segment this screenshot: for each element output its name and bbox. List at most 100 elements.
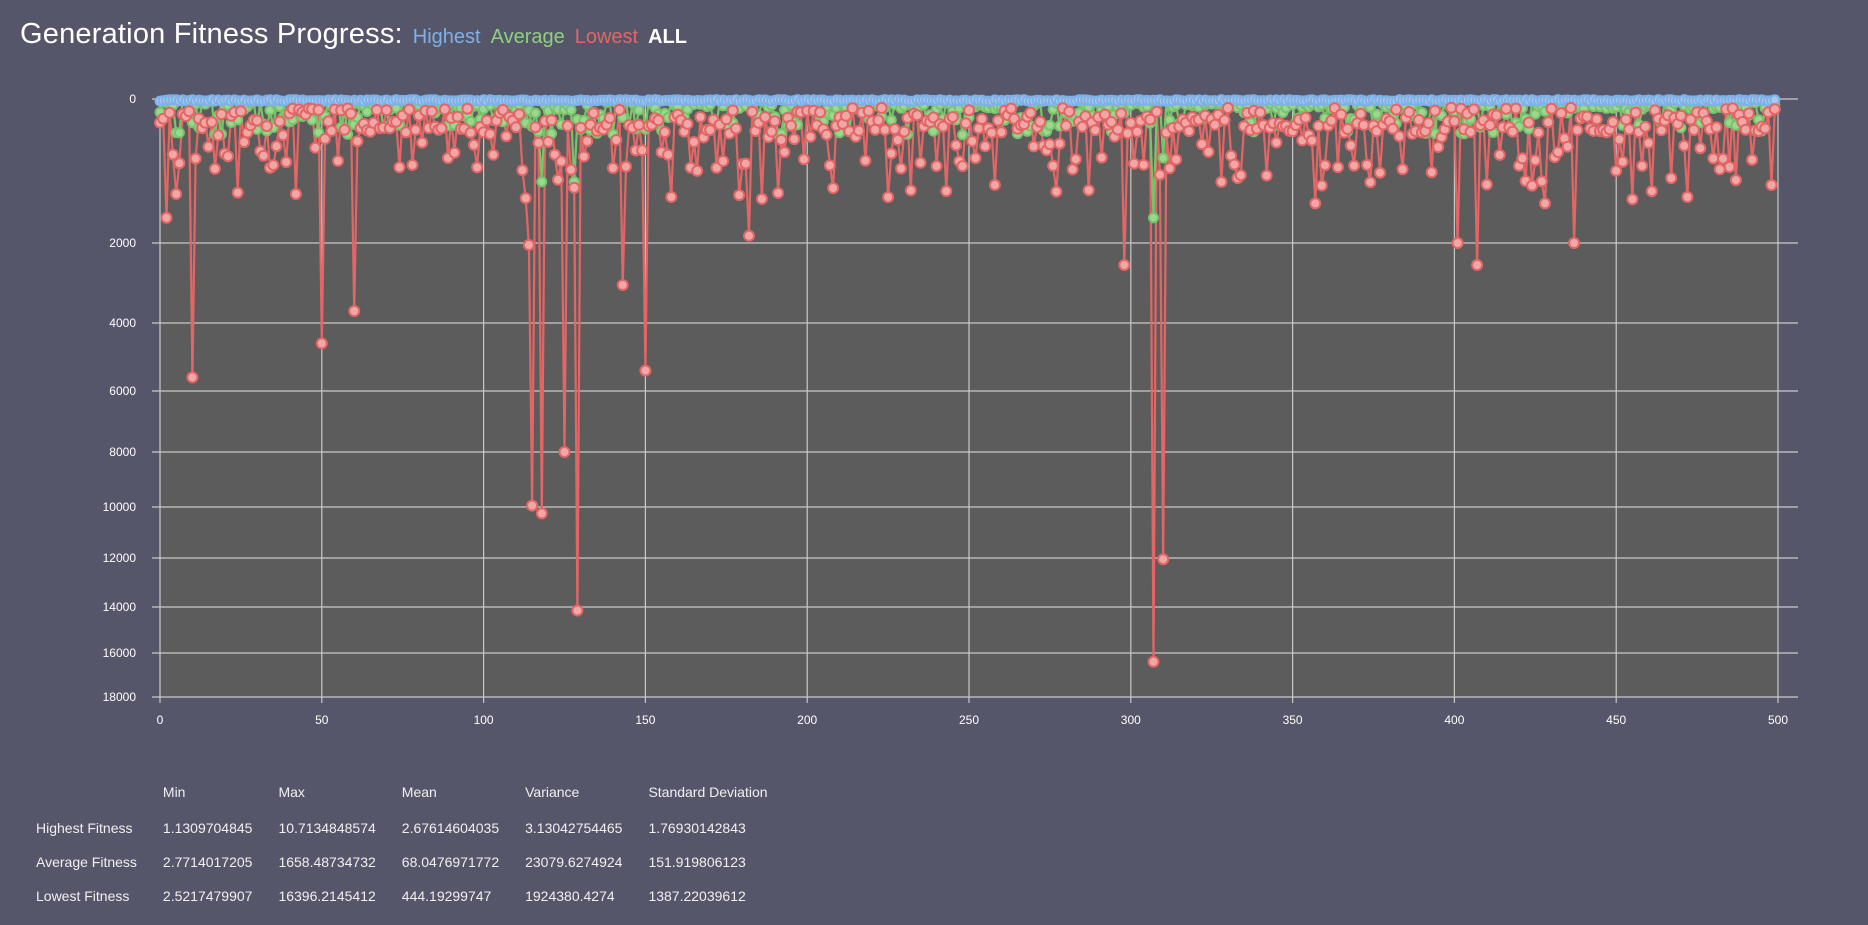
lowest-point <box>914 156 927 169</box>
lowest-point <box>739 157 752 170</box>
lowest-point <box>1619 113 1632 126</box>
lowest-point <box>173 157 186 170</box>
lowest-point <box>212 129 225 142</box>
lowest-point <box>875 101 888 114</box>
cell-mean: 2.67614604035 <box>401 820 500 836</box>
lowest-point <box>277 129 289 142</box>
lowest-point <box>1623 123 1636 136</box>
lowest-point <box>1335 108 1348 121</box>
lowest-point <box>946 111 959 123</box>
lowest-point <box>1043 138 1056 151</box>
lowest-point <box>1432 141 1445 153</box>
lowest-point <box>1218 114 1231 127</box>
y-tick-label: 6000 <box>109 384 136 398</box>
stats-row-highest: Highest Fitness 1.1309704845 10.71348485… <box>26 811 784 845</box>
lowest-point <box>568 181 581 194</box>
lowest-point <box>1357 119 1370 132</box>
lowest-point <box>529 121 542 134</box>
lowest-point <box>823 159 836 172</box>
lowest-point <box>1150 105 1163 118</box>
lowest-point <box>1202 145 1215 158</box>
lowest-point <box>1115 107 1128 120</box>
y-tick-label: 4000 <box>109 316 136 330</box>
lowest-point <box>166 148 179 161</box>
filter-lowest[interactable]: Lowest <box>574 26 639 48</box>
lowest-point <box>319 132 331 145</box>
lowest-point <box>1674 109 1687 122</box>
lowest-point <box>765 125 778 138</box>
lowest-point <box>270 140 283 153</box>
cell-mean: 444.19299747 <box>401 888 492 904</box>
chart-header: Generation Fitness Progress: Highest Ave… <box>20 18 687 51</box>
lowest-point <box>1315 179 1328 192</box>
lowest-point <box>1163 162 1176 175</box>
lowest-point <box>425 105 438 118</box>
lowest-point <box>1509 102 1522 115</box>
cell-stddev: 1387.22039612 <box>648 888 746 904</box>
lowest-point <box>979 140 992 153</box>
lowest-point <box>1684 113 1697 126</box>
lowest-point <box>1024 106 1037 119</box>
lowest-point <box>885 147 898 160</box>
lowest-point <box>1500 102 1513 115</box>
lowest-point <box>435 122 448 135</box>
x-tick-label: 50 <box>315 713 329 727</box>
lowest-point <box>755 192 768 205</box>
lowest-point <box>768 115 781 128</box>
lowest-point <box>1147 655 1160 668</box>
lowest-point <box>859 154 872 167</box>
cell-mean: 68.0476971772 <box>401 854 500 870</box>
lowest-point <box>759 111 772 124</box>
stats-table: Min Max Mean Variance Standard Deviation… <box>26 773 784 913</box>
lowest-point <box>975 113 988 125</box>
cell-min: 2.7714017205 <box>162 854 253 870</box>
lowest-point <box>1464 125 1477 138</box>
row-label: Lowest Fitness <box>36 888 130 904</box>
x-tick-label: 200 <box>797 713 817 727</box>
lowest-point <box>1105 116 1118 128</box>
lowest-point <box>1742 107 1755 120</box>
lowest-point <box>704 124 717 137</box>
lowest-point <box>1581 110 1594 123</box>
lowest-point <box>1707 152 1720 165</box>
y-tick-label: 12000 <box>103 551 137 565</box>
lowest-point <box>891 134 904 146</box>
lowest-point <box>1759 122 1772 135</box>
lowest-point <box>1765 179 1778 191</box>
filter-all[interactable]: ALL <box>648 26 687 48</box>
lowest-point <box>1254 106 1267 119</box>
row-label: Highest Fitness <box>36 820 133 836</box>
filter-highest[interactable]: Highest <box>412 26 481 48</box>
lowest-point <box>513 108 526 121</box>
y-tick-label: 8000 <box>109 445 136 459</box>
lowest-point <box>238 136 251 149</box>
lowest-point <box>1616 155 1629 168</box>
lowest-point <box>251 114 264 127</box>
lowest-point <box>484 128 497 141</box>
lowest-point <box>772 187 785 199</box>
lowest-point <box>959 117 972 130</box>
lowest-point <box>778 146 791 159</box>
lowest-point <box>1348 159 1361 172</box>
lowest-point <box>882 191 895 204</box>
lowest-point <box>1694 142 1707 155</box>
filter-average[interactable]: Average <box>490 26 565 48</box>
lowest-point <box>613 103 626 116</box>
average-point <box>529 107 541 119</box>
lowest-point <box>480 114 493 127</box>
lowest-point <box>497 104 509 116</box>
lowest-point <box>1723 161 1736 173</box>
lowest-point <box>448 146 461 159</box>
lowest-point <box>888 123 901 136</box>
x-tick-label: 150 <box>635 713 655 727</box>
lowest-point <box>1299 111 1312 124</box>
lowest-point <box>1687 124 1700 136</box>
x-tick-label: 250 <box>959 713 979 727</box>
lowest-point <box>1234 169 1247 182</box>
lowest-point <box>992 114 1005 127</box>
lowest-point <box>827 182 840 195</box>
lowest-point <box>189 152 202 165</box>
lowest-point <box>1157 553 1170 566</box>
lowest-point <box>1082 184 1095 197</box>
lowest-point <box>694 111 707 123</box>
